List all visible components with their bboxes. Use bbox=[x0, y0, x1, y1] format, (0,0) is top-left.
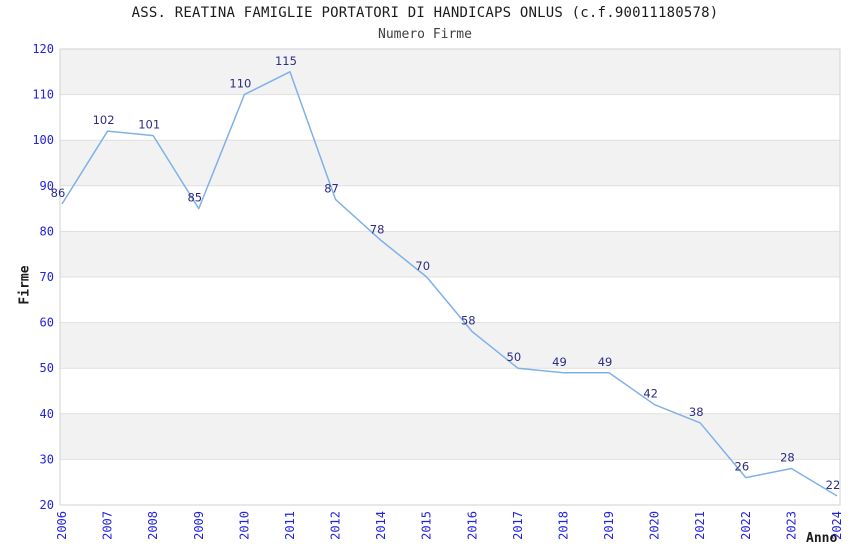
data-point-label: 85 bbox=[187, 191, 202, 205]
x-tick-label: 2019 bbox=[602, 511, 616, 540]
data-point-label: 26 bbox=[735, 460, 750, 474]
x-tick-label: 2006 bbox=[55, 511, 69, 540]
data-point-label: 28 bbox=[780, 451, 795, 465]
y-tick-label: 50 bbox=[40, 361, 54, 375]
data-point-label: 49 bbox=[552, 355, 567, 369]
x-tick-label: 2016 bbox=[465, 511, 479, 540]
y-tick-label: 20 bbox=[40, 498, 54, 512]
chart-subtitle: Numero Firme bbox=[378, 27, 472, 42]
data-point-label: 102 bbox=[93, 113, 115, 127]
x-tick-label: 2007 bbox=[101, 511, 115, 540]
plot-border bbox=[59, 48, 841, 506]
data-point-label: 115 bbox=[275, 54, 297, 68]
data-point-label: 58 bbox=[461, 314, 476, 328]
x-tick-label: 2022 bbox=[739, 511, 753, 540]
x-tick-label: 2023 bbox=[784, 511, 798, 540]
y-tick-label: 90 bbox=[40, 179, 54, 193]
chart-title: ASS. REATINA FAMIGLIE PORTATORI DI HANDI… bbox=[131, 5, 719, 21]
x-tick-label: 2014 bbox=[374, 511, 388, 540]
plot-band bbox=[60, 49, 840, 95]
x-axis-title: Anno bbox=[806, 531, 838, 546]
data-point-label: 38 bbox=[689, 405, 704, 419]
data-point-label: 42 bbox=[643, 387, 658, 401]
data-point-label: 101 bbox=[138, 118, 160, 132]
data-point-label: 50 bbox=[507, 350, 522, 364]
y-axis-title: Firme bbox=[17, 265, 33, 305]
x-tick-label: 2012 bbox=[329, 511, 343, 540]
x-tick-label: 2015 bbox=[420, 511, 434, 540]
plot-band bbox=[60, 322, 840, 369]
data-point-label: 87 bbox=[324, 181, 339, 195]
y-tick-label: 60 bbox=[40, 316, 54, 330]
y-tick-label: 100 bbox=[32, 133, 54, 147]
data-point-label: 22 bbox=[826, 478, 841, 492]
x-tick-label: 2008 bbox=[146, 511, 160, 540]
x-tick-label: 2010 bbox=[237, 511, 251, 540]
plot-band bbox=[60, 140, 840, 186]
x-tick-label: 2020 bbox=[648, 511, 662, 540]
y-tick-label: 70 bbox=[40, 270, 54, 284]
y-tick-label: 80 bbox=[40, 224, 54, 238]
plot-band bbox=[60, 413, 840, 460]
plot-band bbox=[60, 231, 840, 277]
x-tick-label: 2017 bbox=[511, 511, 525, 540]
x-tick-label: 2021 bbox=[693, 511, 707, 540]
data-line bbox=[61, 71, 838, 497]
data-point-label: 86 bbox=[51, 186, 66, 200]
x-tick-label: 2011 bbox=[283, 511, 297, 540]
data-point-label: 78 bbox=[370, 223, 385, 237]
x-tick-label: 2009 bbox=[192, 511, 206, 540]
y-tick-label: 40 bbox=[40, 407, 54, 421]
x-tick-label: 2024 bbox=[830, 511, 844, 540]
y-tick-label: 30 bbox=[40, 452, 54, 466]
x-tick-label: 2018 bbox=[556, 511, 570, 540]
data-point-label: 70 bbox=[415, 259, 430, 273]
y-tick-label: 110 bbox=[32, 88, 54, 102]
data-point-label: 49 bbox=[598, 355, 613, 369]
y-tick-label: 120 bbox=[32, 42, 54, 56]
data-point-label: 110 bbox=[229, 77, 251, 91]
